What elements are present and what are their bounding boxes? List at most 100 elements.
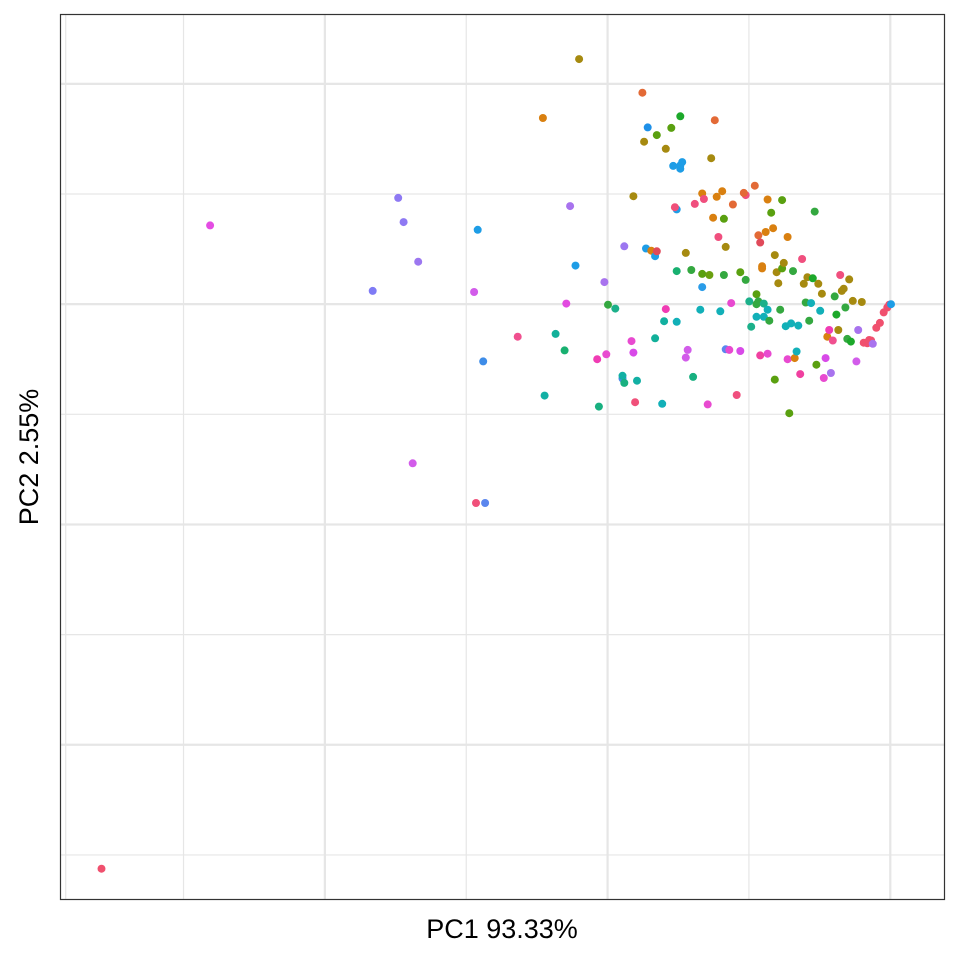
data-point xyxy=(761,228,770,236)
data-point xyxy=(763,195,772,204)
data-point xyxy=(661,305,670,314)
data-point xyxy=(479,357,488,366)
data-point xyxy=(719,271,728,279)
data-point xyxy=(627,337,636,346)
data-point xyxy=(817,289,826,298)
data-point xyxy=(846,337,855,346)
data-point xyxy=(681,248,690,257)
data-point xyxy=(696,305,705,314)
data-point xyxy=(633,376,641,385)
data-point xyxy=(759,299,768,308)
data-point xyxy=(799,279,808,288)
data-point xyxy=(687,266,696,274)
data-point xyxy=(716,307,725,316)
data-point xyxy=(604,300,612,309)
data-point xyxy=(620,378,629,387)
data-point xyxy=(845,275,854,284)
data-point xyxy=(575,55,584,64)
data-point xyxy=(741,275,750,284)
data-point xyxy=(538,114,547,122)
data-point xyxy=(750,181,759,190)
data-point xyxy=(736,347,745,355)
data-point xyxy=(661,144,670,153)
data-point xyxy=(394,193,403,202)
data-point xyxy=(854,326,863,334)
data-point xyxy=(756,351,765,360)
data-point xyxy=(790,354,799,363)
data-point xyxy=(611,304,620,313)
data-point xyxy=(652,247,661,256)
data-point xyxy=(825,326,834,334)
data-point xyxy=(566,202,575,211)
data-point xyxy=(631,398,640,407)
data-point xyxy=(841,303,850,312)
data-point xyxy=(805,316,814,325)
data-point xyxy=(667,123,676,132)
data-point xyxy=(765,316,774,325)
data-point xyxy=(721,242,730,251)
data-point xyxy=(640,137,649,146)
data-point xyxy=(703,400,712,409)
data-point xyxy=(776,305,785,314)
data-point xyxy=(770,375,779,384)
data-point xyxy=(763,305,772,314)
data-point xyxy=(368,286,377,295)
data-point xyxy=(770,251,779,260)
data-point xyxy=(819,374,828,382)
data-point xyxy=(754,231,763,240)
data-point xyxy=(638,88,647,97)
data-point xyxy=(836,271,845,279)
data-point xyxy=(652,131,661,140)
data-point xyxy=(712,192,721,201)
data-point xyxy=(620,242,629,251)
data-point xyxy=(728,200,737,209)
data-point xyxy=(676,164,685,173)
data-point xyxy=(785,409,794,418)
data-point xyxy=(678,158,687,167)
data-point xyxy=(629,192,638,201)
data-point xyxy=(571,261,580,270)
data-point xyxy=(778,196,787,205)
data-point xyxy=(756,238,765,247)
data-point xyxy=(560,346,569,355)
data-point xyxy=(698,269,707,278)
data-point xyxy=(672,267,681,276)
data-point xyxy=(834,326,843,334)
data-point xyxy=(97,864,106,873)
data-point xyxy=(826,369,835,377)
data-point xyxy=(774,279,783,288)
data-point xyxy=(602,350,611,359)
data-point xyxy=(618,371,627,380)
x-axis-title: PC1 93.33% xyxy=(426,914,578,944)
data-point xyxy=(758,264,767,273)
data-point xyxy=(562,299,571,308)
data-point xyxy=(414,257,423,266)
data-point xyxy=(399,218,408,227)
data-point xyxy=(472,499,480,507)
data-point xyxy=(794,321,803,330)
data-point xyxy=(481,499,490,507)
data-point xyxy=(747,322,756,331)
data-point xyxy=(718,187,727,196)
data-point xyxy=(816,306,825,315)
data-point xyxy=(690,199,699,208)
data-point xyxy=(672,317,681,326)
data-point xyxy=(725,345,734,354)
data-point xyxy=(408,459,417,468)
data-point xyxy=(551,329,560,338)
data-point xyxy=(736,268,745,277)
data-point xyxy=(807,299,816,308)
data-point xyxy=(629,348,638,357)
data-points xyxy=(97,55,895,873)
data-point xyxy=(752,312,761,321)
data-point xyxy=(783,233,792,241)
data-point xyxy=(658,399,667,408)
data-point xyxy=(779,258,788,267)
data-point xyxy=(669,161,678,170)
data-point xyxy=(887,300,895,309)
data-point xyxy=(787,319,796,328)
data-point xyxy=(875,318,884,327)
data-point xyxy=(513,332,522,341)
data-point xyxy=(681,353,690,362)
data-point xyxy=(848,296,857,305)
